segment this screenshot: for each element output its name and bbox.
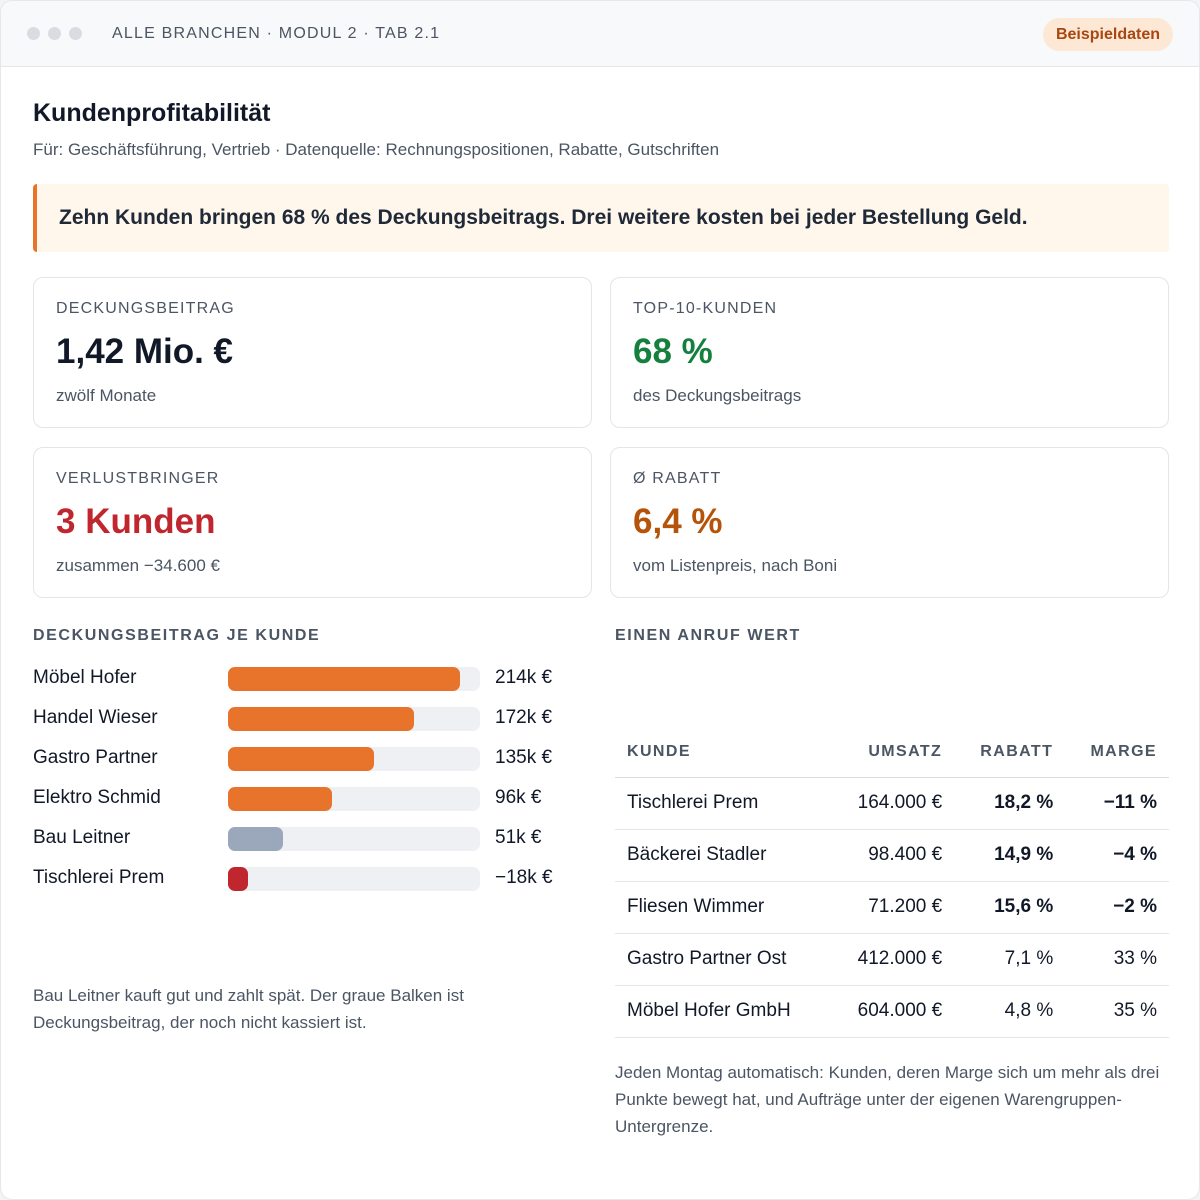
bar-label: Möbel Hofer: [33, 667, 137, 688]
bar-row: Bau Leitner 51k €: [33, 824, 573, 854]
bar-row: Handel Wieser 172k €: [33, 704, 573, 734]
bar-label: Gastro Partner: [33, 747, 158, 768]
bar-fill: [228, 747, 374, 771]
cell-marge: 33 %: [1065, 933, 1169, 986]
kpi-label: DECKUNGSBEITRAG: [56, 300, 235, 317]
kpi-note: vom Listenpreis, nach Boni: [633, 556, 838, 575]
page-title: Kundenprofitabilität: [33, 99, 271, 127]
bar-track: [228, 667, 480, 691]
close-window-dot-icon[interactable]: [27, 27, 40, 40]
bar-value: 51k €: [495, 827, 542, 848]
bar-track: [228, 867, 480, 891]
key-insight-callout: Zehn Kunden bringen 68 % des Deckungsbei…: [33, 184, 1169, 252]
kpi-value: 1,42 Mio. €: [56, 332, 234, 371]
bar-label: Bau Leitner: [33, 827, 131, 848]
bar-fill: [228, 827, 283, 851]
cell-umsatz: 98.400 €: [829, 829, 955, 882]
cell-kunde: Gastro Partner Ost: [615, 933, 830, 986]
kpi-card-rabatt: Ø RABATT 6,4 % vom Listenpreis, nach Bon…: [610, 447, 1169, 598]
cell-marge: −4 %: [1065, 829, 1169, 882]
bar-value: 135k €: [495, 747, 553, 768]
bar-row: Möbel Hofer 214k €: [33, 664, 573, 694]
cell-kunde: Fliesen Wimmer: [615, 881, 830, 934]
kpi-value: 68 %: [633, 332, 713, 371]
cell-kunde: Tischlerei Prem: [615, 777, 830, 830]
kpi-card-deckungsbeitrag: DECKUNGSBEITRAG 1,42 Mio. € zwölf Monate: [33, 277, 592, 428]
bar-row: Gastro Partner 135k €: [33, 744, 573, 774]
bar-label: Handel Wieser: [33, 707, 158, 728]
kpi-note: zwölf Monate: [56, 386, 157, 405]
bar-value: 214k €: [495, 667, 553, 688]
calls-section-heading: EINEN ANRUF WERT: [615, 627, 801, 644]
bar-value: 172k €: [495, 707, 553, 728]
cell-rabatt: 15,6 %: [954, 881, 1066, 934]
cell-umsatz: 164.000 €: [829, 777, 955, 830]
cell-marge: −2 %: [1065, 881, 1169, 934]
bar-label: Elektro Schmid: [33, 787, 161, 808]
kpi-label: Ø RABATT: [633, 470, 722, 487]
column-header-kunde[interactable]: KUNDE: [615, 727, 830, 778]
cell-umsatz: 71.200 €: [829, 881, 955, 934]
cell-kunde: Bäckerei Stadler: [615, 829, 830, 882]
kpi-note: des Deckungsbeitrags: [633, 386, 802, 405]
call-list-table: KUNDE UMSATZ RABATT MARGE Tischlerei Pre…: [615, 727, 1169, 1038]
window-controls: [27, 27, 82, 40]
page-subtitle: Für: Geschäftsführung, Vertrieb · Datenq…: [33, 140, 720, 159]
bar-fill: [228, 667, 460, 691]
bar-row: Elektro Schmid 96k €: [33, 784, 573, 814]
cell-umsatz: 412.000 €: [829, 933, 955, 986]
minimize-window-dot-icon[interactable]: [48, 27, 61, 40]
bar-track: [228, 747, 480, 771]
cell-rabatt: 4,8 %: [954, 985, 1066, 1038]
kpi-card-verlustbringer: VERLUSTBRINGER 3 Kunden zusammen −34.600…: [33, 447, 592, 598]
breadcrumb: ALLE BRANCHEN · MODUL 2 · TAB 2.1: [112, 24, 441, 42]
bars-section-heading: DECKUNGSBEITRAG JE KUNDE: [33, 627, 321, 644]
cell-marge: −11 %: [1065, 777, 1169, 830]
bar-fill: [228, 707, 414, 731]
sample-data-badge: Beispieldaten: [1042, 18, 1173, 51]
bar-track: [228, 827, 480, 851]
column-header-marge[interactable]: MARGE: [1065, 727, 1169, 778]
cell-rabatt: 7,1 %: [954, 933, 1066, 986]
title-bar: ALLE BRANCHEN · MODUL 2 · TAB 2.1 Beispi…: [1, 1, 1199, 67]
column-header-umsatz[interactable]: UMSATZ: [829, 727, 955, 778]
cell-kunde: Möbel Hofer GmbH: [615, 985, 830, 1038]
table-row[interactable]: Tischlerei Prem 164.000 € 18,2 % −11 %: [615, 777, 1169, 830]
table-header-row: KUNDE UMSATZ RABATT MARGE: [615, 727, 1169, 778]
table-row[interactable]: Bäckerei Stadler 98.400 € 14,9 % −4 %: [615, 829, 1169, 882]
kpi-value: 6,4 %: [633, 502, 723, 541]
kpi-label: TOP-10-KUNDEN: [633, 300, 778, 317]
table-row[interactable]: Fliesen Wimmer 71.200 € 15,6 % −2 %: [615, 881, 1169, 934]
column-header-rabatt[interactable]: RABATT: [954, 727, 1066, 778]
calls-footnote: Jeden Montag automatisch: Kunden, deren …: [615, 1063, 1160, 1136]
bar-fill: [228, 867, 248, 891]
kpi-value: 3 Kunden: [56, 502, 216, 541]
cell-rabatt: 14,9 %: [954, 829, 1066, 882]
cell-marge: 35 %: [1065, 985, 1169, 1038]
maximize-window-dot-icon[interactable]: [69, 27, 82, 40]
kpi-card-top-10-kunden: TOP-10-KUNDEN 68 % des Deckungsbeitrags: [610, 277, 1169, 428]
kpi-label: VERLUSTBRINGER: [56, 470, 220, 487]
bars-footnote: Bau Leitner kauft gut und zahlt spät. De…: [33, 986, 464, 1032]
bar-label: Tischlerei Prem: [33, 867, 165, 888]
table-row[interactable]: Möbel Hofer GmbH 604.000 € 4,8 % 35 %: [615, 985, 1169, 1038]
bar-track: [228, 707, 480, 731]
bar-value: 96k €: [495, 787, 542, 808]
bar-value: −18k €: [495, 867, 553, 888]
bar-fill: [228, 787, 332, 811]
cell-rabatt: 18,2 %: [954, 777, 1066, 830]
bar-track: [228, 787, 480, 811]
bar-row: Tischlerei Prem −18k €: [33, 864, 573, 894]
cell-umsatz: 604.000 €: [829, 985, 955, 1038]
table-row[interactable]: Gastro Partner Ost 412.000 € 7,1 % 33 %: [615, 933, 1169, 986]
kpi-note: zusammen −34.600 €: [56, 556, 220, 575]
